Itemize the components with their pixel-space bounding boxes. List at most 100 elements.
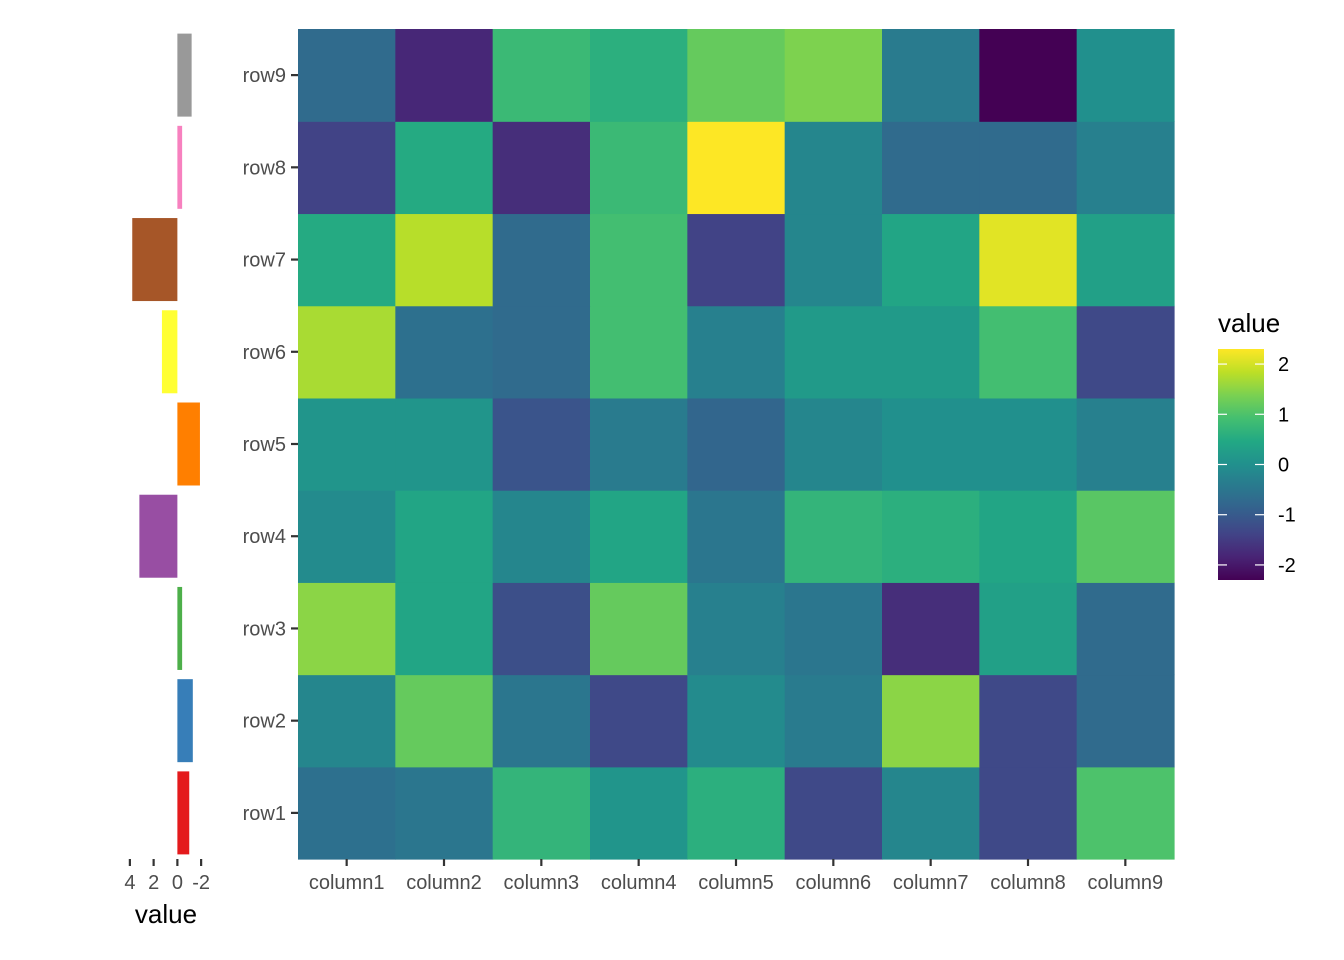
heatmap-cell bbox=[687, 582, 786, 676]
heatmap-cell bbox=[882, 213, 980, 307]
y-tick-label: row9 bbox=[243, 65, 286, 87]
heatmap-cell bbox=[590, 490, 688, 583]
heatmap-cell bbox=[882, 121, 980, 215]
heatmap-cell bbox=[590, 397, 688, 491]
heatmap-cell bbox=[492, 766, 591, 860]
heatmap-cell bbox=[979, 674, 1078, 768]
annotation-bar bbox=[161, 310, 178, 394]
heatmap-cell bbox=[979, 582, 1078, 676]
heatmap-cell bbox=[298, 305, 396, 399]
y-tick-label: row7 bbox=[243, 250, 286, 272]
y-tick-label: row4 bbox=[243, 526, 286, 548]
heatmap-cell bbox=[882, 397, 980, 491]
heatmap-cell bbox=[590, 582, 688, 676]
heatmap-cell bbox=[1076, 213, 1175, 307]
heatmap-cell bbox=[784, 582, 883, 676]
heatmap-cell bbox=[590, 213, 688, 307]
heatmap-cell bbox=[979, 29, 1078, 122]
heatmap-cell bbox=[395, 490, 494, 583]
heatmap-cell bbox=[395, 29, 494, 122]
y-tick-label: row5 bbox=[243, 434, 286, 456]
heatmap-cell bbox=[979, 305, 1078, 399]
annotation-bar bbox=[139, 494, 178, 578]
heatmap-cell bbox=[395, 766, 494, 860]
heatmap-cell bbox=[590, 305, 688, 399]
legend-tick-label: 0 bbox=[1278, 455, 1289, 477]
x-tick-label: column2 bbox=[406, 872, 482, 894]
heatmap-cell bbox=[1076, 305, 1175, 399]
heatmap-cell bbox=[1076, 29, 1175, 122]
heatmap-cell bbox=[882, 766, 980, 860]
heatmap-cell bbox=[979, 397, 1078, 491]
legend-tick-label: -1 bbox=[1278, 505, 1296, 527]
legend-title: value bbox=[1218, 308, 1280, 338]
heatmap-cell bbox=[298, 582, 396, 676]
legend-tick-label: 2 bbox=[1278, 354, 1289, 376]
x-tick-label: column4 bbox=[601, 872, 677, 894]
heatmap-cell bbox=[882, 674, 980, 768]
y-tick-label: row6 bbox=[243, 342, 286, 364]
heatmap-cell bbox=[1076, 582, 1175, 676]
heatmap-cell bbox=[687, 121, 786, 215]
heatmap-cell bbox=[1076, 766, 1175, 860]
heatmap-cell bbox=[395, 397, 494, 491]
heatmap-cell bbox=[590, 121, 688, 215]
heatmap-cell bbox=[882, 582, 980, 676]
heatmap-cell bbox=[298, 674, 396, 768]
heatmap-cell bbox=[882, 305, 980, 399]
heatmap-cell bbox=[687, 490, 786, 583]
heatmap-cell bbox=[298, 766, 396, 860]
heatmap-cell bbox=[1076, 674, 1175, 768]
heatmap-cell bbox=[492, 397, 591, 491]
annotation-bar bbox=[132, 218, 178, 302]
row-annotation-bar-chart: 4 2 0 -2 bbox=[124, 33, 210, 894]
y-tick-label: row1 bbox=[243, 803, 286, 825]
heatmap-cell bbox=[784, 766, 883, 860]
heatmap-cell bbox=[687, 674, 786, 768]
heatmap-cell bbox=[492, 213, 591, 307]
bar-x-axis-title: value bbox=[135, 899, 197, 929]
heatmap-cell bbox=[882, 29, 980, 122]
annotation-bar bbox=[177, 33, 192, 117]
annotation-bar bbox=[177, 679, 193, 763]
heatmap-cell bbox=[1076, 397, 1175, 491]
y-tick-label: row3 bbox=[243, 618, 286, 640]
heatmap-cell bbox=[395, 121, 494, 215]
heatmap-cell bbox=[395, 674, 494, 768]
heatmap-cell bbox=[298, 29, 396, 122]
heatmap-cell bbox=[979, 121, 1078, 215]
heatmap-cell bbox=[687, 766, 786, 860]
heatmap-cell bbox=[298, 121, 396, 215]
heatmap-cell bbox=[979, 766, 1078, 860]
bar-x-tick-label: -2 bbox=[192, 872, 210, 894]
heatmap-cell bbox=[882, 490, 980, 583]
heatmap-cell bbox=[784, 305, 883, 399]
x-tick-label: column9 bbox=[1088, 872, 1164, 894]
annotation-bar bbox=[177, 125, 183, 209]
heatmap-cell bbox=[298, 213, 396, 307]
heatmap-cell bbox=[784, 29, 883, 122]
heatmap-cell bbox=[590, 674, 688, 768]
x-tick-label: column1 bbox=[309, 872, 385, 894]
heatmap-cell bbox=[492, 490, 591, 583]
x-tick-label: column3 bbox=[504, 872, 580, 894]
heatmap-cell bbox=[492, 121, 591, 215]
bar-x-tick-label: 2 bbox=[148, 872, 159, 894]
heatmap-cell bbox=[492, 674, 591, 768]
heatmap: row1 row2 row3 row4 row5 row6 row7 row8 row9 colu… bbox=[243, 29, 1175, 894]
bar-x-tick-label: 4 bbox=[124, 872, 135, 894]
annotation-bar bbox=[177, 586, 183, 670]
heatmap-cell bbox=[784, 213, 883, 307]
heatmap-cell bbox=[395, 305, 494, 399]
heatmap-cell bbox=[298, 397, 396, 491]
heatmap-cell bbox=[298, 490, 396, 583]
heatmap-cell bbox=[590, 29, 688, 122]
y-tick-label: row8 bbox=[243, 157, 286, 179]
heatmap-cell bbox=[687, 305, 786, 399]
heatmap-cell bbox=[979, 213, 1078, 307]
annotation-bar bbox=[177, 402, 200, 486]
heatmap-cell bbox=[784, 490, 883, 583]
heatmap-cell bbox=[979, 490, 1078, 583]
heatmap-cell bbox=[784, 397, 883, 491]
heatmap-cell bbox=[784, 674, 883, 768]
